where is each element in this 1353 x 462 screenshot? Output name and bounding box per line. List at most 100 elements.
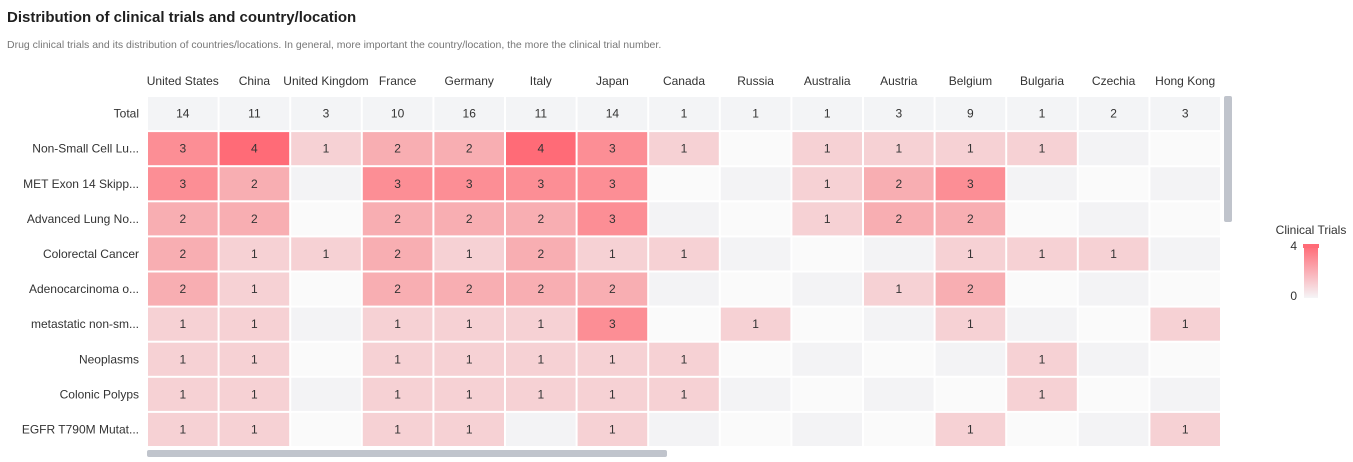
heatmap-cell[interactable] xyxy=(864,343,934,376)
total-cell-value: 2 xyxy=(1110,107,1117,121)
heatmap-cell[interactable] xyxy=(649,273,719,306)
row-label: Non-Small Cell Lu... xyxy=(32,142,139,156)
heatmap-cell[interactable] xyxy=(291,343,361,376)
row-label: Advanced Lung No... xyxy=(27,212,139,226)
heatmap-cell[interactable] xyxy=(792,343,862,376)
column-label: Hong Kong xyxy=(1155,74,1215,88)
heatmap-cell-value: 1 xyxy=(609,422,616,436)
heatmap-cell[interactable] xyxy=(1150,132,1220,165)
total-cell-value: 1 xyxy=(681,107,688,121)
heatmap-cell[interactable] xyxy=(1150,237,1220,270)
heatmap-cell-value: 1 xyxy=(323,142,330,156)
heatmap-cell[interactable] xyxy=(291,167,361,200)
heatmap-cell-value: 1 xyxy=(895,142,902,156)
heatmap-cell-value: 2 xyxy=(895,177,902,191)
heatmap-cell[interactable] xyxy=(721,237,791,270)
heatmap-cell[interactable] xyxy=(864,378,934,411)
heatmap-cell-value: 4 xyxy=(537,142,544,156)
heatmap-cell[interactable] xyxy=(1007,167,1077,200)
heatmap-cell-value: 1 xyxy=(824,177,831,191)
heatmap-cell[interactable] xyxy=(291,413,361,446)
heatmap-cell-value: 1 xyxy=(681,142,688,156)
heatmap-cell[interactable] xyxy=(1150,343,1220,376)
heatmap-cell-value: 3 xyxy=(537,177,544,191)
heatmap-cell-value: 2 xyxy=(967,212,974,226)
heatmap-cell-value: 2 xyxy=(967,282,974,296)
heatmap-cell-value: 3 xyxy=(609,317,616,331)
heatmap-cell[interactable] xyxy=(721,378,791,411)
heatmap-cell[interactable] xyxy=(1079,132,1149,165)
heatmap-cell[interactable] xyxy=(649,413,719,446)
heatmap-cell-value: 2 xyxy=(466,282,473,296)
heatmap-cell[interactable] xyxy=(792,273,862,306)
heatmap-cell-value: 2 xyxy=(251,177,258,191)
column-label: Belgium xyxy=(949,74,992,88)
heatmap-cell[interactable] xyxy=(1150,202,1220,235)
heatmap-cell[interactable] xyxy=(792,378,862,411)
heatmap-cell[interactable] xyxy=(792,413,862,446)
heatmap-cell[interactable] xyxy=(721,202,791,235)
heatmap-cell-value: 2 xyxy=(537,212,544,226)
horizontal-scrollbar[interactable] xyxy=(147,450,667,457)
legend-max-label: 4 xyxy=(1290,239,1297,253)
heatmap-cell-value: 1 xyxy=(609,352,616,366)
heatmap-cell-value: 1 xyxy=(251,387,258,401)
heatmap-cell[interactable] xyxy=(1079,343,1149,376)
heatmap-cell[interactable] xyxy=(291,378,361,411)
heatmap-cell[interactable] xyxy=(1150,273,1220,306)
heatmap-cell[interactable] xyxy=(506,413,576,446)
legend-min-label: 0 xyxy=(1290,289,1297,303)
heatmap-cell-value: 1 xyxy=(1039,142,1046,156)
heatmap-cell[interactable] xyxy=(721,167,791,200)
heatmap-cell-value: 1 xyxy=(251,247,258,261)
column-label: Russia xyxy=(737,74,774,88)
heatmap-cell[interactable] xyxy=(1079,413,1149,446)
heatmap-cell-value: 1 xyxy=(1182,422,1189,436)
heatmap-cell[interactable] xyxy=(721,343,791,376)
heatmap-cell[interactable] xyxy=(1007,202,1077,235)
heatmap-cell[interactable] xyxy=(291,308,361,341)
heatmap-cell-value: 1 xyxy=(466,352,473,366)
column-label: Germany xyxy=(445,74,494,88)
heatmap-cell[interactable] xyxy=(649,202,719,235)
heatmap-cell[interactable] xyxy=(721,413,791,446)
heatmap-cell-value: 2 xyxy=(466,142,473,156)
heatmap-cell[interactable] xyxy=(1079,378,1149,411)
heatmap-cell-value: 1 xyxy=(251,352,258,366)
heatmap-cell[interactable] xyxy=(1007,273,1077,306)
heatmap-cell-value: 1 xyxy=(179,317,186,331)
column-label: Czechia xyxy=(1092,74,1136,88)
heatmap-cell[interactable] xyxy=(1007,308,1077,341)
heatmap-cell[interactable] xyxy=(721,273,791,306)
heatmap-cell-value: 2 xyxy=(394,212,401,226)
total-cell-value: 11 xyxy=(248,107,261,121)
heatmap-cell[interactable] xyxy=(1079,167,1149,200)
heatmap-cell[interactable] xyxy=(1079,202,1149,235)
heatmap-cell[interactable] xyxy=(721,132,791,165)
heatmap-cell-value: 1 xyxy=(967,317,974,331)
heatmap-cell[interactable] xyxy=(1079,273,1149,306)
heatmap-cell[interactable] xyxy=(864,413,934,446)
heatmap-cell-value: 1 xyxy=(251,422,258,436)
total-cell-value: 1 xyxy=(1039,107,1046,121)
heatmap-cell[interactable] xyxy=(649,308,719,341)
heatmap-cell-value: 1 xyxy=(1039,352,1046,366)
heatmap-cell[interactable] xyxy=(1150,378,1220,411)
heatmap-cell[interactable] xyxy=(864,308,934,341)
column-label: Canada xyxy=(663,74,705,88)
heatmap-cell[interactable] xyxy=(936,378,1006,411)
heatmap-cell[interactable] xyxy=(291,273,361,306)
heatmap-cell[interactable] xyxy=(649,167,719,200)
heatmap-cell[interactable] xyxy=(936,343,1006,376)
heatmap-cell[interactable] xyxy=(792,308,862,341)
heatmap-cell[interactable] xyxy=(864,237,934,270)
heatmap-cell[interactable] xyxy=(1150,167,1220,200)
vertical-scrollbar[interactable] xyxy=(1224,96,1232,222)
heatmap-cell[interactable] xyxy=(291,202,361,235)
total-row-label: Total xyxy=(114,107,139,121)
heatmap-cell[interactable] xyxy=(792,237,862,270)
heatmap-cell[interactable] xyxy=(1079,308,1149,341)
legend-max-handle[interactable] xyxy=(1303,244,1319,248)
heatmap-cell[interactable] xyxy=(1007,413,1077,446)
heatmap-cell-value: 1 xyxy=(251,317,258,331)
